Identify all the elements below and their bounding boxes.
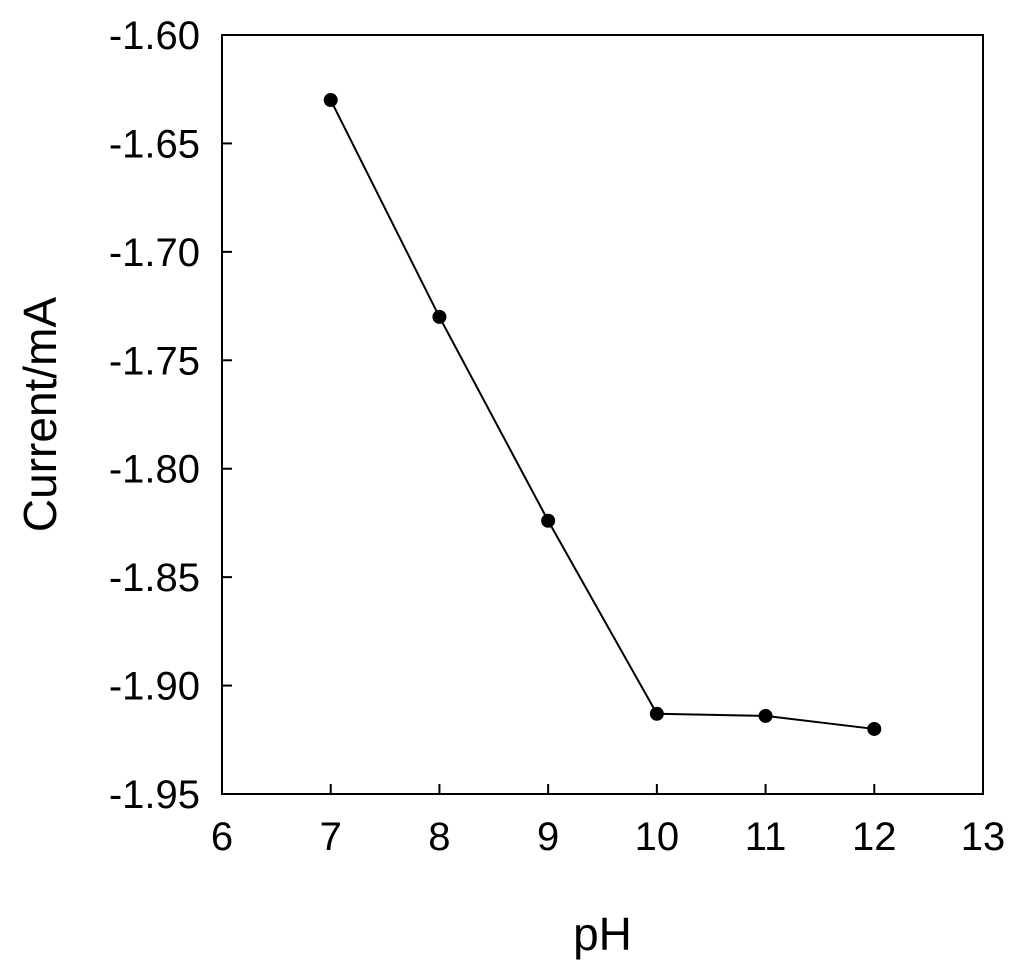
series-layer [323,93,882,736]
data-point [649,706,664,721]
y-tick-label: -1.80 [109,448,200,492]
data-point [541,513,556,528]
x-tick-label: 12 [852,815,897,859]
data-point [867,721,882,736]
data-point [323,93,338,108]
x-tick-label: 6 [211,815,233,859]
x-axis-title: pH [573,908,632,960]
x-tick-label: 8 [428,815,450,859]
data-point [758,708,773,723]
data-point [432,309,447,324]
y-tick-label: -1.85 [109,556,200,600]
y-tick-label: -1.75 [109,339,200,383]
x-tick-label: 13 [961,815,1006,859]
x-tick-label: 11 [745,815,787,859]
y-tick-label: -1.65 [109,122,200,166]
x-tick-label: 10 [635,815,680,859]
y-tick-label: -1.95 [109,773,200,817]
x-tick-label: 9 [537,815,559,859]
y-tick-label: -1.60 [109,14,200,58]
y-tick-label: -1.90 [109,665,200,709]
x-tick-label: 7 [320,815,342,859]
plot-frame [221,34,984,795]
series-line [329,99,875,730]
y-tick-label: -1.70 [109,231,200,275]
y-axis-title: Current/mA [14,297,66,532]
axis-ticks: 6 7 8 9 10 11 12 13 -1.60 -1.65 -1.70 -1.75 -1.80 -1.… [109,14,1005,859]
